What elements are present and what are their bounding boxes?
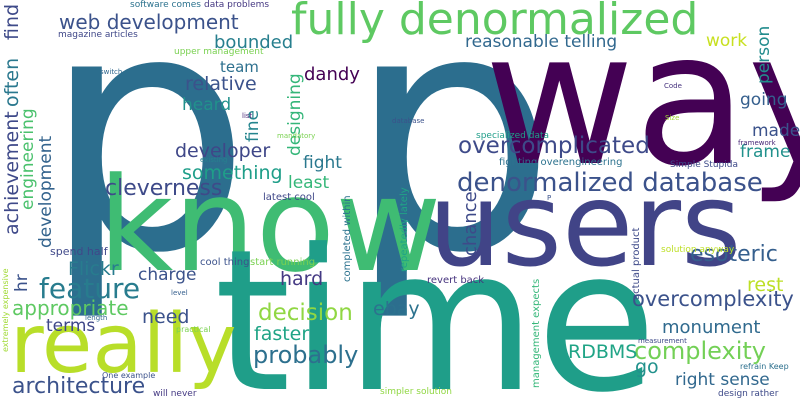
word-latest-cool: latest cool bbox=[263, 192, 315, 203]
word-fully-denormalized: fully denormalized bbox=[291, 0, 699, 45]
word-heard: heard bbox=[182, 95, 232, 115]
word-framework: framework bbox=[738, 139, 776, 147]
word-find: find bbox=[1, 3, 23, 40]
word-database: database bbox=[392, 117, 425, 125]
word-data-problems: data problems bbox=[204, 0, 270, 10]
word-development: development bbox=[36, 135, 56, 248]
word-probably: probably bbox=[253, 341, 359, 369]
word-dandy: dandy bbox=[304, 64, 360, 85]
word-simpler-solution: simpler solution bbox=[380, 387, 452, 397]
word-p-small: P bbox=[547, 194, 552, 202]
word-p-2: p bbox=[347, 0, 557, 325]
word-something: something bbox=[182, 162, 283, 184]
word-start-running: start running bbox=[250, 257, 316, 268]
word-engineering: engineering bbox=[18, 108, 38, 210]
word-terms: terms bbox=[46, 316, 96, 336]
word-going: going bbox=[740, 90, 788, 110]
word-frame: frame bbox=[740, 142, 791, 162]
word-length: length bbox=[85, 314, 108, 322]
word-level: level bbox=[171, 289, 188, 297]
word-charge: charge bbox=[138, 265, 197, 285]
word-solution-anyway: solution anyway bbox=[661, 245, 735, 255]
word-users: users bbox=[428, 158, 742, 293]
word-overcomplicated: overcomplicated bbox=[458, 133, 650, 159]
word-measurement: measurement bbox=[638, 337, 687, 345]
word-fighting-overengineering: fighting overengineering bbox=[499, 157, 623, 168]
word-developer: developer bbox=[175, 140, 271, 162]
word-actual-product: actual product bbox=[631, 227, 642, 300]
word-really: really bbox=[10, 297, 237, 392]
word-extremely-expensive: extremely expensive bbox=[1, 268, 10, 352]
word-know: know bbox=[98, 149, 442, 301]
word-right-sense: right sense bbox=[675, 370, 770, 390]
word-revert-back: revert back bbox=[427, 275, 485, 286]
word-web-development: web development bbox=[59, 10, 239, 34]
word-decision: decision bbox=[258, 300, 353, 326]
word-specialized-data: specialized data bbox=[476, 131, 550, 141]
word-spend-half: spend half bbox=[50, 245, 108, 258]
word-team: team bbox=[220, 58, 259, 76]
word-simple-stupida: Simple Stupida bbox=[670, 160, 738, 170]
word-size: Size bbox=[665, 114, 680, 122]
word-p-1: p bbox=[42, 0, 252, 325]
word-often: often bbox=[1, 57, 23, 107]
word-magazine-articles: magazine articles bbox=[58, 30, 138, 40]
word-architecture: architecture bbox=[12, 374, 146, 399]
word-reasonable-telling: reasonable telling bbox=[465, 32, 618, 52]
word-denormalized-database: denormalized database bbox=[457, 168, 763, 198]
word-time: time bbox=[214, 208, 657, 400]
word-management-expects: management expects bbox=[531, 278, 542, 388]
word-least: least bbox=[288, 173, 330, 193]
word-go: go bbox=[635, 356, 659, 378]
word-will-never: will never bbox=[153, 389, 197, 399]
word-code: Code bbox=[664, 82, 682, 90]
word-upper-management: upper management bbox=[174, 47, 264, 57]
word-faster: faster bbox=[254, 323, 310, 345]
word-mandatory: mandatory bbox=[277, 132, 316, 140]
word-cool-thing: cool thing bbox=[200, 257, 250, 268]
word-completed-within: completed within bbox=[342, 195, 353, 282]
word-ebay: ebay bbox=[373, 298, 420, 320]
word-esoteric: esoteric bbox=[690, 242, 778, 267]
word-existing: existing bbox=[200, 156, 228, 164]
word-appropriate: appropriate bbox=[12, 296, 129, 320]
word-chance: chance bbox=[460, 191, 481, 256]
word-one-example: One example bbox=[102, 371, 156, 380]
word-monument: monument bbox=[662, 317, 761, 338]
word-rdbms: RDBMS bbox=[568, 341, 638, 363]
word-fight: fight bbox=[303, 153, 342, 173]
word-list: list bbox=[242, 112, 253, 120]
word-made: made bbox=[752, 121, 800, 141]
word-bounded: bounded bbox=[214, 32, 294, 53]
word-hr: hr bbox=[12, 274, 32, 292]
word-refrain-keep: refrain Keep bbox=[740, 362, 789, 371]
word-relative: relative bbox=[185, 73, 257, 95]
word-hard: hard bbox=[280, 268, 324, 290]
word-feature: feature bbox=[39, 272, 141, 305]
word-rest: rest bbox=[747, 274, 784, 296]
word-practical: practical bbox=[176, 325, 211, 334]
word-need: need bbox=[142, 306, 190, 328]
word-way: way bbox=[484, 0, 800, 207]
word-designing: designing bbox=[285, 73, 305, 156]
word-design-rather: design rather bbox=[718, 389, 779, 399]
word-work: work bbox=[706, 31, 748, 51]
word-overcomplexity: overcomplexity bbox=[632, 287, 794, 311]
word-person: person bbox=[754, 25, 774, 84]
word-switch: switch bbox=[100, 68, 123, 76]
word-complexity: complexity bbox=[634, 337, 766, 365]
word-repeatedly-lately: repeatedly lately bbox=[399, 187, 410, 272]
word-cleverness: cleverness bbox=[105, 176, 223, 201]
word-flickr: Flickr bbox=[68, 258, 119, 280]
word-software-comes: software comes bbox=[130, 0, 201, 10]
